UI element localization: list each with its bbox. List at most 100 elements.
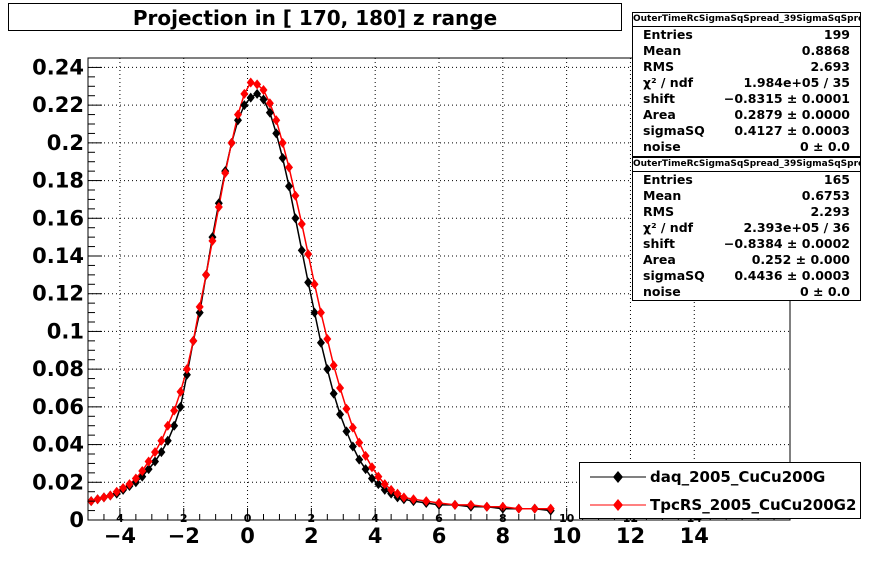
- data-point: [399, 492, 408, 503]
- data-point: [93, 494, 102, 505]
- data-point: [259, 85, 268, 96]
- stats-row: Mean 0.8868: [633, 43, 860, 59]
- data-point: [233, 115, 242, 126]
- y-tick-label: 0.04: [32, 433, 84, 457]
- stats-row: shift −0.8315 ± 0.0001: [633, 91, 860, 107]
- data-point: [170, 405, 179, 416]
- stats-row: sigmaSQ 0.4436 ± 0.0003: [633, 268, 860, 284]
- data-point: [329, 388, 338, 399]
- data-point: [310, 279, 319, 290]
- legend-marker-daq: [590, 471, 646, 483]
- data-point: [202, 269, 211, 280]
- data-point: [374, 471, 383, 482]
- data-point: [208, 235, 217, 246]
- stats-label: noise: [643, 284, 681, 299]
- x-tick-label: 6: [432, 524, 447, 548]
- data-point: [138, 471, 147, 482]
- data-point: [163, 435, 172, 446]
- data-point: [112, 486, 121, 497]
- stats-label: Area: [643, 107, 676, 122]
- data-point: [336, 383, 345, 393]
- data-point: [157, 447, 166, 458]
- data-point: [336, 409, 345, 420]
- x-tick-label-small: 0: [244, 512, 252, 525]
- stats-row: Area 0.252 ± 0.000: [633, 252, 860, 268]
- data-point: [182, 369, 191, 380]
- data-point: [530, 503, 539, 514]
- data-point: [272, 115, 281, 126]
- fit-curve: [90, 92, 551, 512]
- data-point: [119, 482, 128, 493]
- stats-label: sigmaSQ: [643, 268, 705, 283]
- x-tick-label: −4: [104, 524, 136, 548]
- data-point: [361, 464, 370, 475]
- x-tick-label-small: 4: [116, 512, 124, 525]
- stats-label: sigmaSQ: [643, 123, 705, 138]
- data-point: [297, 245, 306, 256]
- data-point: [253, 79, 262, 90]
- stats-row: Area 0.2879 ± 0.0000: [633, 107, 860, 123]
- stats-value: −0.8315 ± 0.0001: [723, 91, 850, 106]
- data-point: [316, 337, 325, 348]
- data-point: [246, 77, 255, 88]
- data-point: [304, 249, 313, 260]
- stats-label: shift: [643, 236, 676, 251]
- y-tick-label: 0.24: [32, 55, 84, 79]
- stats-row: Entries 165: [633, 172, 860, 188]
- data-point: [240, 88, 249, 99]
- data-point: [265, 107, 274, 118]
- stats-value: 0.2879 ± 0.0000: [734, 107, 850, 122]
- stats-box-tpcrs: OuterTimeRcSigmaSqSpread_39SigmaSqSpread…: [632, 157, 861, 301]
- data-point: [233, 109, 242, 120]
- x-tick-label: 4: [368, 524, 383, 548]
- data-point: [355, 454, 364, 465]
- x-tick-label-small: 2: [308, 512, 316, 525]
- x-tick-label-small: 2: [180, 512, 188, 525]
- stats-label: Entries: [643, 172, 693, 187]
- stats-label: Mean: [643, 43, 682, 58]
- data-point: [422, 496, 431, 507]
- stats-label: RMS: [643, 59, 675, 74]
- data-point: [253, 88, 262, 99]
- x-tick-label: 2: [304, 524, 319, 548]
- legend: daq_2005_CuCu200G TpcRS_2005_CuCu200G2: [579, 462, 861, 519]
- data-point: [393, 488, 402, 499]
- data-point: [387, 484, 396, 495]
- data-point: [157, 435, 166, 446]
- data-point: [163, 420, 172, 431]
- data-point: [227, 137, 236, 148]
- data-point: [374, 479, 383, 490]
- data-point: [99, 492, 108, 503]
- data-point: [195, 307, 204, 318]
- data-point: [182, 364, 191, 375]
- data-point: [151, 447, 160, 458]
- stats-row: χ² / ndf 1.984e+05 / 35: [633, 75, 860, 91]
- stats-value: 0.252 ± 0.000: [751, 252, 850, 267]
- data-point: [367, 462, 376, 473]
- stats-label: shift: [643, 91, 676, 106]
- stats-value: 0.6753: [801, 188, 850, 203]
- y-tick-label: 0: [69, 508, 84, 532]
- data-point: [355, 437, 364, 448]
- stats-value: 165: [823, 172, 850, 187]
- stats-value: 2.293: [810, 204, 850, 219]
- data-point: [323, 364, 332, 375]
- data-point: [291, 190, 300, 201]
- x-tick-label: 12: [616, 524, 645, 548]
- data-point: [367, 473, 376, 484]
- y-tick-label: 0.14: [32, 244, 84, 268]
- data-point: [310, 307, 319, 318]
- stats-value: 2.693: [810, 59, 850, 74]
- data-point: [195, 301, 204, 312]
- data-point: [514, 503, 523, 514]
- stats-row: noise 0 ± 0.0: [633, 284, 860, 300]
- x-tick-label-small: 8: [499, 512, 507, 525]
- data-point: [297, 218, 306, 229]
- x-tick-label: 8: [496, 524, 511, 548]
- stats-label: χ² / ndf: [643, 220, 694, 235]
- y-tick-label: 0.16: [32, 206, 84, 230]
- data-point: [450, 499, 459, 510]
- data-point: [131, 473, 140, 484]
- data-point: [221, 168, 230, 179]
- legend-label-daq: daq_2005_CuCu200G: [650, 468, 826, 486]
